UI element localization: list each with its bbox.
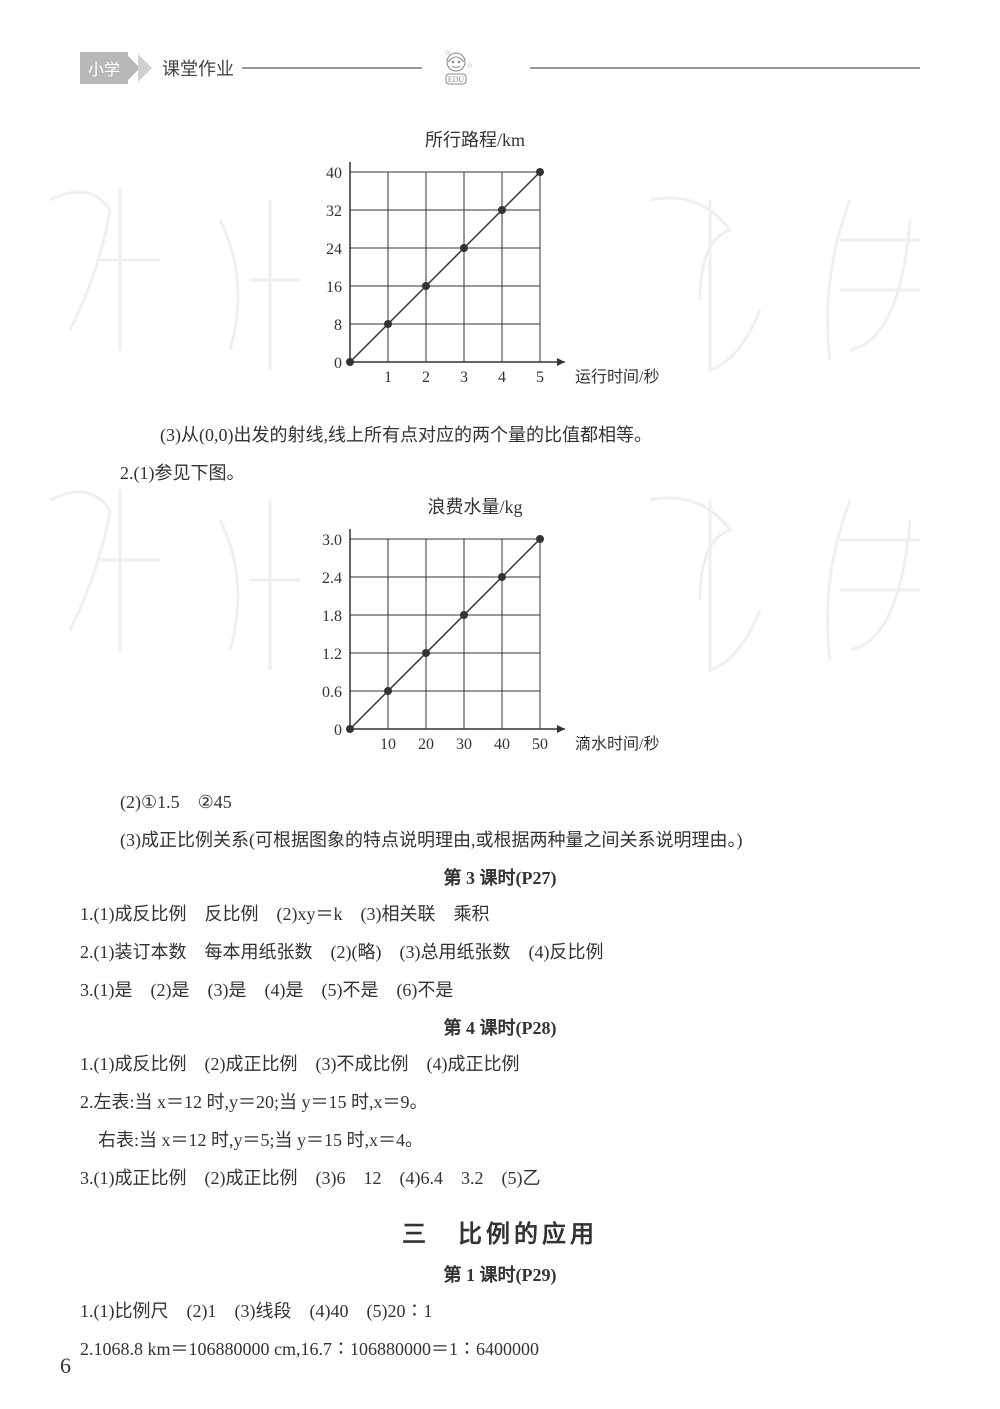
big-section-title: 三 比例的应用 xyxy=(80,1214,920,1249)
sec4-l1: 1.(1)成反比例 (2)成正比例 (3)不成比例 (4)成正比例 xyxy=(80,1046,920,1082)
sec4-l3: 3.(1)成正比例 (2)成正比例 (3)6 12 (4)6.4 3.2 (5)… xyxy=(80,1160,920,1196)
page-container: 小学 课堂作业 ☆ ☆ EDU 所行路程/km 123450816243240运… xyxy=(0,0,1000,1409)
svg-text:10: 10 xyxy=(380,736,396,753)
svg-text:8: 8 xyxy=(334,317,342,334)
svg-text:30: 30 xyxy=(456,736,472,753)
svg-text:3.0: 3.0 xyxy=(322,532,342,549)
section4-title: 第 4 课时(P28) xyxy=(80,1014,920,1040)
chart2: 10 20 30 40 50 0 0.6 1.2 1.8 2.4 3.0 滴水时间/秒 xyxy=(80,529,920,779)
header-title: 课堂作业 xyxy=(162,55,234,81)
svg-text:32: 32 xyxy=(326,203,342,220)
svg-text:☆: ☆ xyxy=(444,50,451,57)
svg-text:EDU: EDU xyxy=(448,75,465,84)
answer-2-1: 2.(1)参见下图。 xyxy=(80,455,920,491)
svg-text:24: 24 xyxy=(326,241,342,258)
chart1-ylabel: 所行路程/km xyxy=(30,126,920,152)
svg-text:1: 1 xyxy=(384,369,392,386)
svg-text:40: 40 xyxy=(494,736,510,753)
app1-l1: 1.(1)比例尺 (2)1 (3)线段 (4)40 (5)20∶1 xyxy=(80,1293,920,1329)
sec3-l2: 2.(1)装订本数 每本用纸张数 (2)(略) (3)总用纸张数 (4)反比例 xyxy=(80,934,920,970)
edu-icon: ☆ ☆ EDU xyxy=(432,50,480,86)
svg-text:16: 16 xyxy=(326,279,342,296)
svg-text:20: 20 xyxy=(418,736,434,753)
svg-text:0: 0 xyxy=(334,722,342,739)
sec3-l3: 3.(1)是 (2)是 (3)是 (4)是 (5)不是 (6)不是 xyxy=(80,972,920,1008)
svg-text:☆: ☆ xyxy=(466,61,473,70)
app1-title: 第 1 课时(P29) xyxy=(80,1261,920,1287)
svg-text:2: 2 xyxy=(422,369,430,386)
answer-2-3: (3)成正比例关系(可根据图象的特点说明理由,或根据两种量之间关系说明理由。) xyxy=(80,822,920,858)
svg-text:1.8: 1.8 xyxy=(322,608,342,625)
sec3-l1: 1.(1)成反比例 反比例 (2)xy＝k (3)相关联 乘积 xyxy=(80,896,920,932)
page-number: 6 xyxy=(60,1353,71,1379)
svg-text:1.2: 1.2 xyxy=(322,646,342,663)
chart2-ylabel: 浪费水量/kg xyxy=(30,493,920,519)
svg-text:滴水时间/秒: 滴水时间/秒 xyxy=(575,735,659,753)
header-badge: 小学 xyxy=(80,52,128,84)
answer-1-3: (3)从(0,0)出发的射线,线上所有点对应的两个量的比值都相等。 xyxy=(80,417,920,453)
sec4-l2b: 右表:当 x＝12 时,y＝5;当 y＝15 时,x＝4。 xyxy=(80,1122,920,1158)
svg-text:0.6: 0.6 xyxy=(322,684,342,701)
section3-title: 第 3 课时(P27) xyxy=(80,864,920,890)
sec4-l2a: 2.左表:当 x＝12 时,y＝20;当 y＝15 时,x＝9。 xyxy=(80,1084,920,1120)
svg-text:0: 0 xyxy=(334,355,342,372)
divider xyxy=(242,67,422,69)
chevron-icon xyxy=(138,54,152,82)
svg-text:3: 3 xyxy=(460,369,468,386)
svg-text:4: 4 xyxy=(498,369,506,386)
svg-text:2.4: 2.4 xyxy=(322,570,342,587)
svg-text:运行时间/秒: 运行时间/秒 xyxy=(575,368,659,386)
divider xyxy=(530,67,920,69)
page-header: 小学 课堂作业 ☆ ☆ EDU xyxy=(80,50,920,86)
app1-l2: 2.1068.8 km＝106880000 cm,16.7∶106880000＝… xyxy=(80,1331,920,1367)
svg-text:40: 40 xyxy=(326,165,342,182)
svg-text:50: 50 xyxy=(532,736,548,753)
chart1: 1 2 3 4 5 0 8 16 24 32 40 运行时间/秒 xyxy=(80,162,920,412)
svg-text:5: 5 xyxy=(536,369,544,386)
answer-2-2: (2)①1.5 ②45 xyxy=(80,784,920,820)
